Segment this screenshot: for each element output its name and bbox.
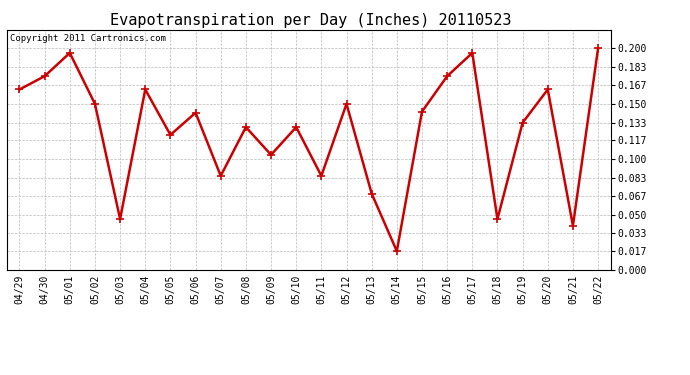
Text: Evapotranspiration per Day (Inches) 20110523: Evapotranspiration per Day (Inches) 2011… — [110, 13, 511, 28]
Text: Copyright 2011 Cartronics.com: Copyright 2011 Cartronics.com — [10, 34, 166, 43]
